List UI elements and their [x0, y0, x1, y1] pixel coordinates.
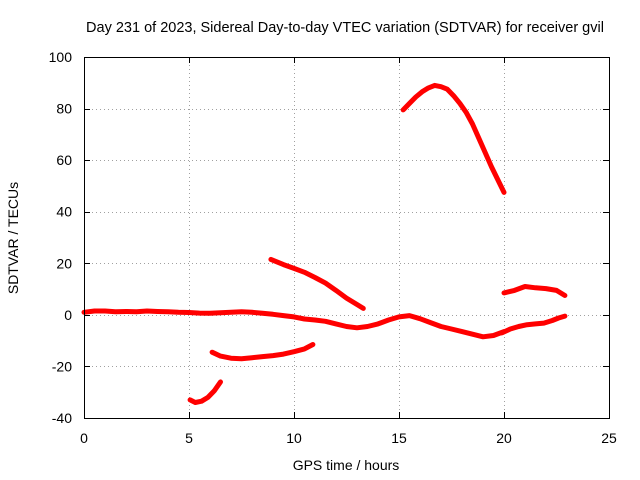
x-tick-label: 20 — [496, 430, 512, 446]
y-tick-label: 20 — [56, 255, 72, 271]
x-tick-label: 0 — [80, 430, 88, 446]
series-line-arc-2 — [187, 379, 223, 405]
chart-title: Day 231 of 2023, Sidereal Day-to-day VTE… — [86, 20, 604, 36]
series-line-arc-7 — [499, 313, 568, 336]
plot-frame — [84, 57, 610, 419]
series-line-arc-5 — [400, 82, 507, 195]
series-line-arc-3 — [209, 342, 316, 362]
y-tick-label: 60 — [56, 152, 72, 168]
x-tick-label: 5 — [185, 430, 193, 446]
x-tick-label: 10 — [286, 430, 302, 446]
y-tick-label: 0 — [64, 307, 72, 323]
x-tick-label: 15 — [391, 430, 407, 446]
series-line-arc-4 — [268, 256, 366, 311]
y-axis-title: SDTVAR / TECUs — [5, 182, 21, 294]
y-tick-label: -40 — [52, 410, 72, 426]
x-axis-title: GPS time / hours — [293, 457, 400, 473]
y-tick-label: 80 — [56, 101, 72, 117]
y-tick-label: -20 — [52, 358, 72, 374]
y-tick-label: 100 — [49, 49, 73, 65]
y-tick-label: 40 — [56, 204, 72, 220]
series-layer — [81, 82, 568, 405]
series-line-arc-6 — [501, 284, 568, 298]
ticks: 0 5 10 15 20 25 -40 -20 0 20 40 60 80 100 — [49, 49, 617, 446]
grid — [84, 57, 609, 418]
series-line-arc-1 — [81, 308, 507, 340]
x-tick-label: 25 — [601, 430, 617, 446]
